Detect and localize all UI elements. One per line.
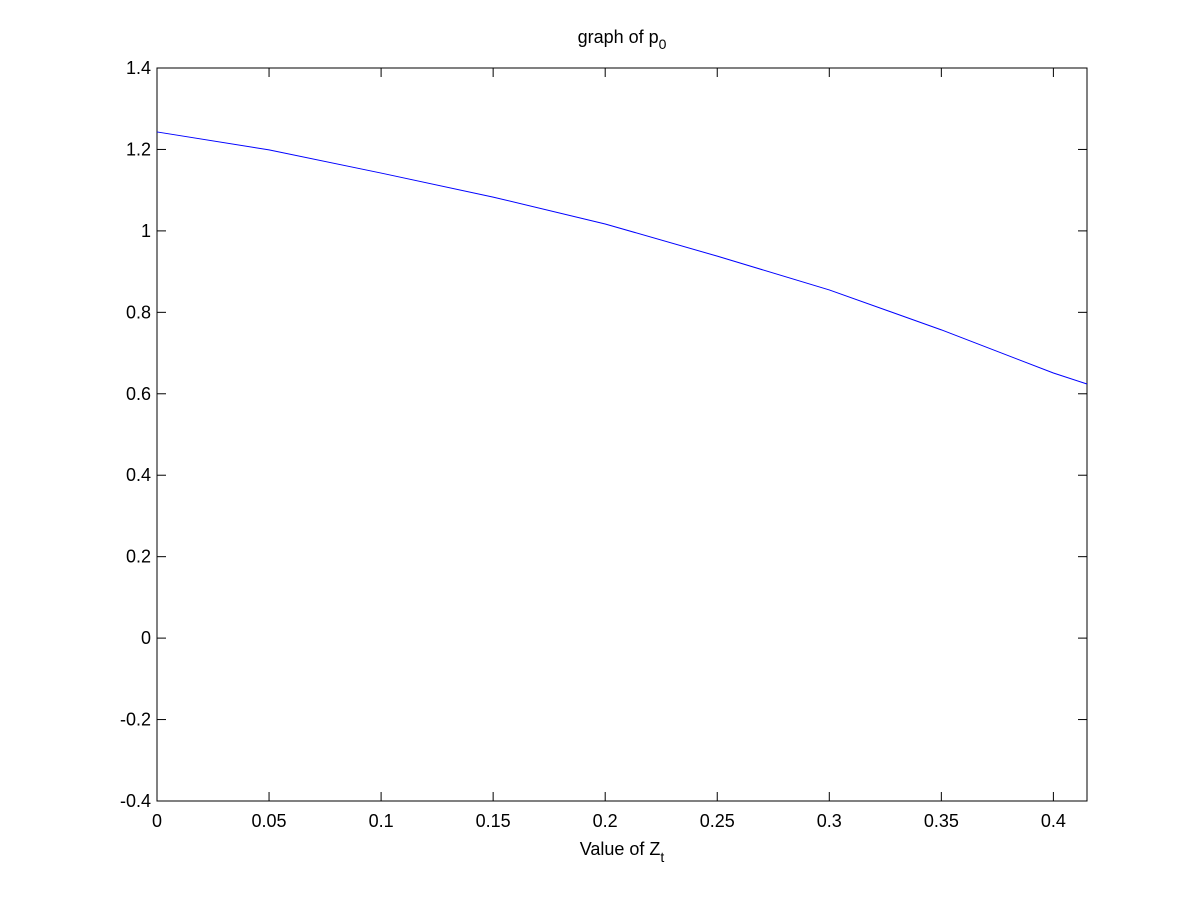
- x-tick-label: 0.4: [1041, 811, 1066, 831]
- x-tick-label: 0: [152, 811, 162, 831]
- y-tick-label: 0: [141, 628, 151, 648]
- x-tick-label: 0.05: [252, 811, 287, 831]
- y-tick-label: 1: [141, 221, 151, 241]
- chart-title: graph of p0: [578, 27, 667, 52]
- plot-frame: [156, 67, 1088, 802]
- y-tick-label: 1.2: [126, 139, 151, 159]
- data-line: [156, 131, 1088, 385]
- x-tick-label: 0.2: [593, 811, 618, 831]
- title-subscript: 0: [659, 36, 667, 52]
- x-tick-label: 0.25: [700, 811, 735, 831]
- x-tick-label: 0.1: [369, 811, 394, 831]
- y-tick-label: 0.8: [126, 302, 151, 322]
- y-tick-label: -0.2: [120, 710, 151, 730]
- y-tick-label: 0.2: [126, 547, 151, 567]
- x-label-text: Value of Z: [580, 839, 661, 859]
- x-label-subscript: t: [660, 849, 664, 865]
- x-tick-label: 0.3: [817, 811, 842, 831]
- y-tick-label: 1.4: [126, 58, 151, 78]
- x-axis-label: Value of Zt: [580, 839, 665, 865]
- title-text: graph of p: [578, 27, 659, 47]
- x-tick-label: 0.15: [476, 811, 511, 831]
- y-tick-label: -0.4: [120, 791, 151, 811]
- y-tick-label: 0.4: [126, 465, 151, 485]
- x-tick-label: 0.35: [924, 811, 959, 831]
- y-tick-label: 0.6: [126, 384, 151, 404]
